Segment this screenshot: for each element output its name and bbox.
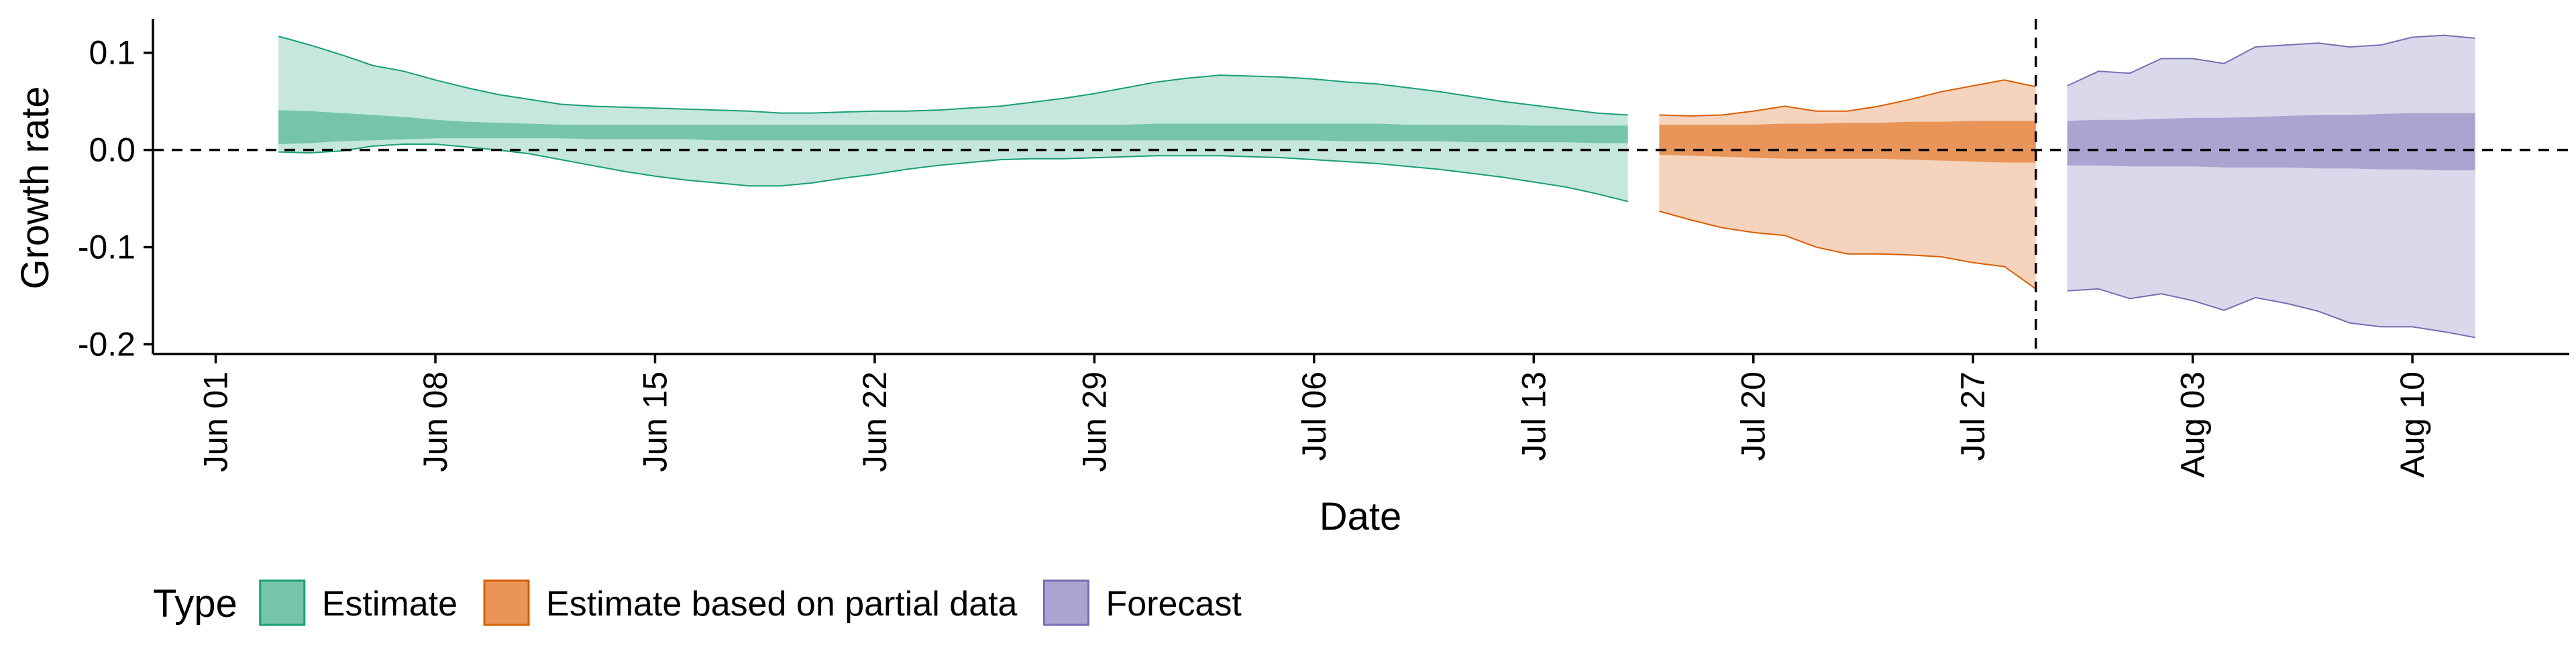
series-layer [278, 34, 2475, 339]
x-tick-label-0: Jun 01 [197, 371, 235, 472]
legend-key-0 [259, 579, 306, 626]
x-tick-label-3: Jun 22 [856, 371, 894, 472]
series-2-band-90 [2067, 35, 2475, 338]
legend-label-2: Forecast [1106, 585, 1242, 624]
x-tick-label-7: Jul 20 [1735, 371, 1772, 461]
y-tick-label-0: 0.1 [89, 34, 136, 72]
series-2 [2067, 34, 2475, 339]
y-tick-label-3: -0.2 [78, 326, 136, 363]
legend-key-1 [483, 579, 530, 626]
x-tick-label-6: Jul 13 [1515, 371, 1552, 461]
x-tick-label-10: Aug 10 [2394, 371, 2431, 477]
series-1-lower-edge [1659, 211, 2037, 290]
reference-lines-layer [153, 19, 2569, 354]
x-axis-title: Date [1320, 495, 1402, 538]
series-0-band-50 [278, 110, 1628, 144]
y-axis-title: Growth rate [13, 86, 57, 290]
y-tick-label-1: 0.0 [89, 131, 136, 169]
x-tick-label-2: Jun 15 [637, 371, 674, 472]
legend-key-2 [1042, 579, 1089, 626]
series-0-upper-edge [278, 36, 1628, 116]
series-0-band-90 [278, 36, 1628, 202]
legend-label-0: Estimate [322, 585, 458, 624]
legend-title: Type [153, 582, 237, 626]
x-tick-label-8: Jul 27 [1954, 371, 1992, 461]
series-0 [278, 36, 1628, 202]
x-tick-label-1: Jun 08 [417, 371, 454, 472]
series-2-band-50 [2067, 113, 2475, 171]
series-1-band-50 [1659, 121, 2036, 163]
series-1 [1659, 79, 2037, 290]
series-2-lower-edge [2067, 288, 2475, 339]
series-0-lower-edge [278, 143, 1628, 202]
axes-layer: 0.1 0.0 -0.1 -0.2 Jun 01 Jun 08 Jun 15 Jun 22 Ju… [78, 19, 2569, 477]
y-tick-label-2: -0.1 [78, 229, 136, 266]
x-tick-label-9: Aug 03 [2174, 371, 2212, 477]
legend: Type Estimate Estimate based on partial d… [153, 579, 1242, 626]
series-1-upper-edge [1659, 79, 2037, 117]
x-tick-label-5: Jul 06 [1295, 371, 1333, 461]
legend-label-1: Estimate based on partial data [546, 585, 1018, 624]
series-2-upper-edge [2067, 34, 2475, 86]
x-tick-label-4: Jun 29 [1075, 371, 1113, 472]
